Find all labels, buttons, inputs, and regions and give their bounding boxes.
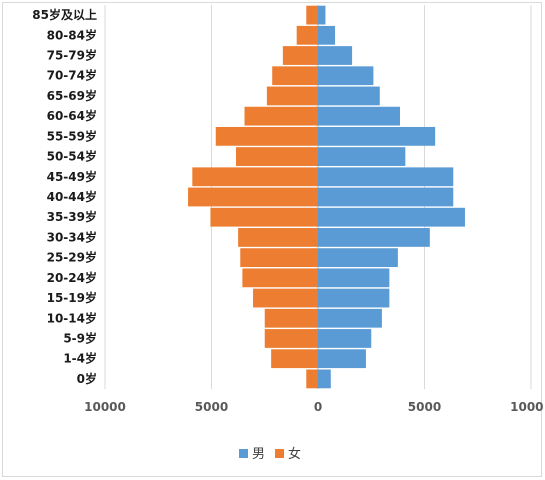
bar-female bbox=[282, 46, 318, 65]
x-tick-label: 5000 bbox=[408, 400, 441, 414]
x-tick-label: 0 bbox=[314, 400, 322, 414]
bar-male bbox=[318, 329, 372, 348]
bar-female bbox=[240, 248, 318, 268]
bar-female bbox=[238, 228, 318, 247]
bar-female bbox=[210, 207, 318, 227]
bar-female bbox=[192, 167, 318, 187]
bar-male bbox=[318, 167, 454, 187]
bar-male bbox=[318, 187, 454, 207]
x-tick-label: 10000 bbox=[510, 400, 543, 414]
x-tick-label: 5000 bbox=[195, 400, 228, 414]
x-tick-labels: 10000 5000 0 5000 10000 bbox=[84, 400, 543, 414]
bar-female bbox=[271, 349, 318, 369]
category-label: 25-29岁 bbox=[47, 250, 97, 265]
bar-female bbox=[264, 329, 318, 348]
category-label: 10-14岁 bbox=[47, 310, 97, 325]
bar-female bbox=[296, 25, 318, 45]
category-label: 65-69岁 bbox=[47, 88, 97, 103]
bar-male bbox=[318, 349, 366, 369]
bar-female bbox=[242, 268, 318, 288]
bar-female bbox=[272, 66, 318, 86]
bar-male bbox=[318, 147, 406, 166]
bar-female bbox=[266, 86, 318, 106]
bar-male bbox=[318, 288, 390, 308]
category-label: 55-59岁 bbox=[47, 128, 97, 143]
bar-female bbox=[253, 288, 318, 308]
bar-male bbox=[318, 248, 398, 268]
category-label: 30-34岁 bbox=[47, 229, 97, 244]
category-label: 20-24岁 bbox=[47, 270, 97, 285]
category-label: 15-19岁 bbox=[47, 290, 97, 305]
bar-male bbox=[318, 228, 430, 247]
legend-label: 女 bbox=[288, 446, 301, 462]
category-label: 0岁 bbox=[77, 371, 97, 386]
category-label: 1-4岁 bbox=[63, 351, 97, 366]
bar-female bbox=[215, 126, 318, 146]
bar-female bbox=[244, 106, 318, 126]
category-label: 80-84岁 bbox=[47, 27, 97, 42]
bar-female bbox=[306, 369, 318, 389]
category-label: 85岁及以上 bbox=[32, 7, 97, 22]
bar-male bbox=[318, 308, 382, 328]
legend-swatch bbox=[239, 449, 248, 458]
category-label: 50-54岁 bbox=[47, 149, 97, 164]
category-label: 70-74岁 bbox=[47, 68, 97, 83]
bar-male bbox=[318, 66, 374, 86]
category-label: 40-44岁 bbox=[47, 189, 97, 204]
bar-male bbox=[318, 86, 380, 106]
category-label: 60-64岁 bbox=[47, 108, 97, 123]
category-label: 75-79岁 bbox=[47, 48, 97, 63]
category-label: 45-49岁 bbox=[47, 169, 97, 184]
bars-group bbox=[188, 5, 465, 389]
bar-female bbox=[306, 5, 318, 25]
bar-female bbox=[264, 308, 318, 328]
category-label: 35-39岁 bbox=[47, 209, 97, 224]
bar-male bbox=[318, 207, 465, 227]
legend-label: 男 bbox=[252, 447, 265, 462]
category-label: 5-9岁 bbox=[63, 330, 97, 345]
legend-swatch bbox=[275, 449, 284, 458]
bar-male bbox=[318, 5, 326, 25]
bar-female bbox=[235, 147, 318, 166]
bar-male bbox=[318, 268, 390, 288]
bar-male bbox=[318, 46, 353, 65]
legend: 男女 bbox=[239, 446, 301, 462]
bar-male bbox=[318, 106, 401, 126]
bar-male bbox=[318, 369, 331, 389]
x-tick-label: 10000 bbox=[84, 400, 126, 414]
population-pyramid-chart: 85岁及以上 80-84岁 75-79岁 70-74岁 65-69岁 60-64岁 55-5… bbox=[32, 5, 543, 462]
bar-male bbox=[318, 126, 436, 146]
bar-male bbox=[318, 25, 336, 45]
category-labels: 85岁及以上 80-84岁 75-79岁 70-74岁 65-69岁 60-64岁 55-5… bbox=[32, 7, 97, 386]
bar-female bbox=[188, 187, 318, 207]
